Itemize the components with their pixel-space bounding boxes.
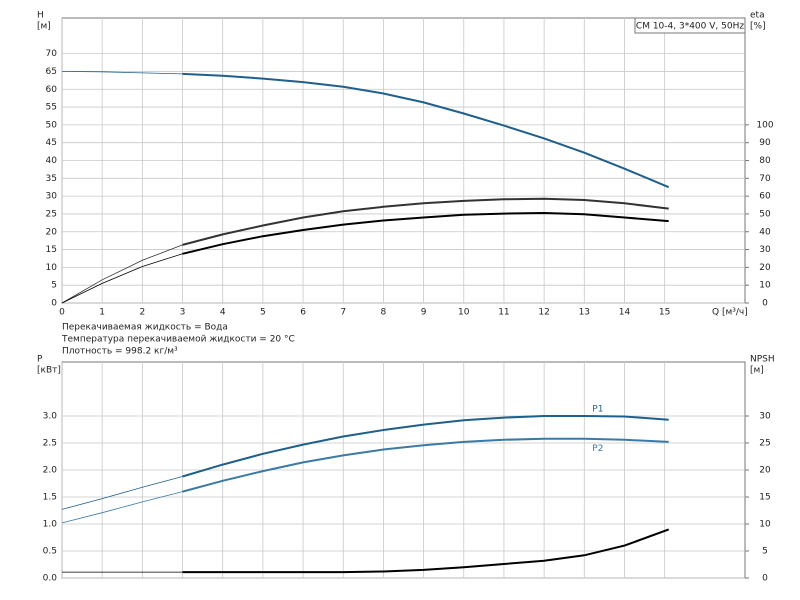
- curve-thin: [61, 476, 183, 510]
- y2-tick-label: 15: [759, 493, 770, 503]
- y-tick-label: 20: [46, 227, 58, 237]
- y2-axis-label: eta: [750, 11, 765, 21]
- y-tick-label: 15: [46, 245, 57, 255]
- series-label: P1: [592, 405, 603, 415]
- x-tick-label: 0: [59, 308, 65, 318]
- y-tick-label: 30: [46, 192, 58, 202]
- y2-tick-label: 50: [759, 209, 771, 219]
- y-tick-label: 45: [46, 138, 57, 148]
- x-tick-label: 10: [458, 308, 470, 318]
- y2-tick-label: 70: [759, 174, 771, 184]
- y-tick-label: 55: [46, 103, 57, 113]
- y2-tick-label: 100: [756, 120, 773, 130]
- y2-tick-label: 10: [759, 281, 771, 291]
- y-tick-label: 35: [46, 174, 57, 184]
- y2-tick-label: 30: [759, 412, 771, 422]
- curve: [182, 211, 669, 255]
- y2-tick-label: 20: [759, 466, 771, 476]
- curve-thin: [61, 244, 183, 304]
- y-tick-label: 60: [46, 85, 58, 95]
- y-tick-label: 10: [46, 263, 58, 273]
- y2-tick-label: 5: [762, 547, 768, 557]
- y2-tick-label: 0: [762, 299, 768, 309]
- x-tick-label: 1: [99, 308, 105, 318]
- y-tick-label: 0: [51, 299, 57, 309]
- legend-box: [634, 17, 746, 34]
- y2-tick-label: 40: [759, 227, 771, 237]
- y-tick-label: 3.0: [43, 412, 58, 422]
- annotation: Плотность = 998.2 кг/м³: [62, 347, 178, 357]
- curve: [182, 197, 669, 246]
- curve: [182, 72, 670, 189]
- x-tick-label: 12: [538, 308, 549, 318]
- x-tick-label: 15: [659, 308, 670, 318]
- y2-tick-label: 60: [759, 192, 771, 202]
- x-tick-label: 7: [340, 308, 346, 318]
- y2-axis-label: [м]: [750, 366, 764, 376]
- y2-tick-label: 0: [762, 574, 768, 584]
- y-tick-label: 5: [51, 281, 57, 291]
- y2-tick-label: 20: [759, 263, 771, 273]
- x-tick-label: 6: [300, 308, 306, 318]
- annotation: Температура перекачиваемой жидкости = 20…: [61, 335, 295, 345]
- annotation: Перекачиваемая жидкость = Вода: [62, 323, 228, 333]
- y2-axis-label: NPSH: [750, 355, 775, 365]
- x-tick-label: 3: [180, 308, 186, 318]
- y-tick-label: 0.0: [43, 574, 58, 584]
- y-tick-label: 1.5: [43, 493, 57, 503]
- x-tick-label: 11: [498, 308, 509, 318]
- y-axis-label: [м]: [37, 22, 51, 32]
- y-axis-label: P: [37, 355, 43, 365]
- y2-tick-label: 25: [759, 439, 770, 449]
- x-tick-label: 2: [139, 308, 145, 318]
- y-tick-label: 1.0: [43, 520, 58, 530]
- curve-thin: [61, 253, 183, 304]
- y2-tick-label: 90: [759, 138, 771, 148]
- x-tick-label: 5: [260, 308, 266, 318]
- y-tick-label: 40: [46, 156, 58, 166]
- series-label: P2: [592, 444, 603, 454]
- y-tick-label: 2.5: [43, 439, 57, 449]
- curve: [182, 528, 670, 574]
- x-tick-label: 13: [579, 308, 590, 318]
- y-axis-label: [кВт]: [37, 366, 61, 376]
- y2-tick-label: 80: [759, 156, 771, 166]
- y-tick-label: 2.0: [43, 466, 58, 476]
- curve-thin: [61, 491, 183, 524]
- x-tick-label: 14: [619, 308, 631, 318]
- y2-tick-label: 10: [759, 520, 771, 530]
- y2-tick-label: 30: [759, 245, 771, 255]
- x-tick-label: 8: [381, 308, 387, 318]
- x-axis-label: Q [м³/ч]: [712, 308, 748, 318]
- y-axis-label: H: [37, 11, 44, 21]
- y-tick-label: 25: [46, 209, 57, 219]
- y2-axis-label: [%]: [750, 22, 766, 32]
- curve: [182, 437, 669, 493]
- y-tick-label: 65: [46, 67, 57, 77]
- x-tick-label: 4: [220, 308, 226, 318]
- y-tick-label: 50: [46, 120, 58, 130]
- x-tick-label: 9: [421, 308, 427, 318]
- curve: [182, 415, 669, 478]
- curve-thin: [61, 71, 183, 75]
- y-tick-label: 70: [46, 49, 58, 59]
- chart-title: CM 10-4, 3*400 V, 50Hz: [636, 22, 744, 32]
- y-tick-label: 0.5: [43, 547, 57, 557]
